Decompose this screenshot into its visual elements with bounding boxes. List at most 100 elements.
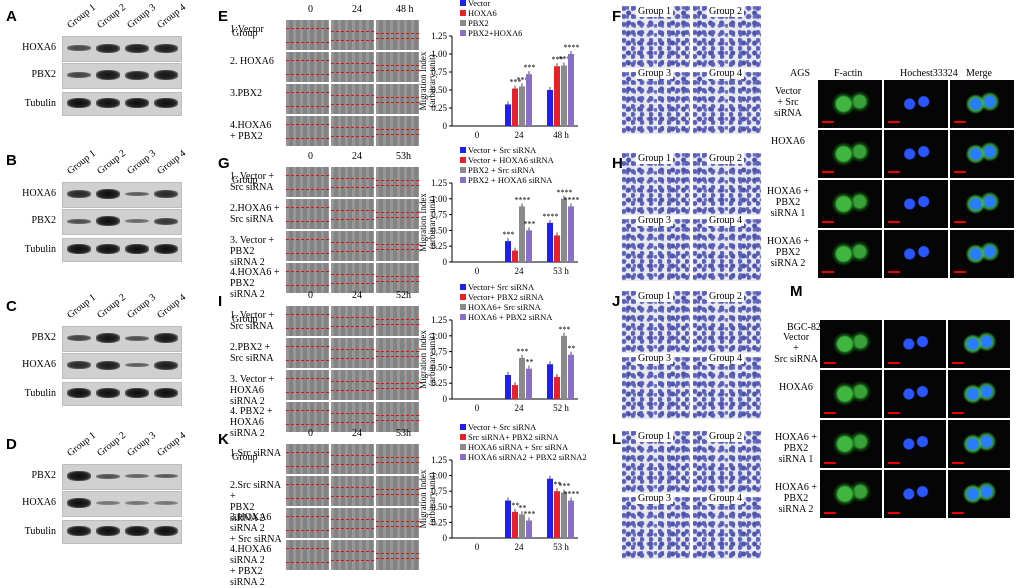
wound-row-label: 2.Src siRNA + PBX2 siRNA 2 — [230, 480, 281, 524]
wound-edge-line — [376, 96, 419, 98]
y-tick-label: 1.25 — [431, 455, 447, 465]
panel-label-e: E — [218, 8, 229, 25]
blot-band — [67, 335, 91, 341]
blot-band — [154, 70, 178, 80]
legend-label: Vector+ PBX2 siRNA — [468, 292, 544, 302]
blot-band — [67, 218, 91, 224]
panel-label-c: C — [6, 298, 17, 315]
y-axis-label: (arbitrary unit) — [427, 54, 437, 107]
legend-swatch — [460, 424, 466, 430]
significance-label: **** — [543, 212, 559, 221]
significance-label: ** — [512, 501, 520, 510]
significance-label: *** — [524, 63, 536, 72]
transwell-group-label: Group 3 — [636, 215, 674, 226]
transwell-image — [693, 153, 761, 215]
wound-image — [286, 508, 329, 538]
wound-image — [376, 263, 419, 293]
legend-swatch — [460, 454, 466, 460]
blot-c-group-label: Group 4 — [155, 291, 189, 321]
wound-time-label: 24 — [352, 290, 362, 301]
wound-edge-line — [376, 184, 419, 186]
transwell-group-label: Group 2 — [707, 6, 745, 17]
wound-row-label: 4. PBX2 + HOXA6 siRNA 2 — [230, 406, 273, 439]
panel-label-j: J — [612, 293, 621, 310]
x-tick-label: 53 h — [553, 542, 569, 552]
transwell-group-label: Group 4 — [707, 353, 745, 364]
wound-image — [286, 338, 329, 368]
transwell-group-label: Group 4 — [707, 215, 745, 226]
wound-image — [331, 540, 374, 570]
wound-image — [376, 116, 419, 146]
panel-label-d: D — [6, 436, 17, 453]
wound-time-label: 0 — [308, 4, 313, 15]
wound-header: Group — [232, 28, 258, 39]
if-column-header: Hochest33324 — [900, 68, 958, 79]
wound-header: Group — [232, 314, 258, 325]
if-m-cell-line-label: BGC-823 — [787, 322, 826, 333]
x-tick-label: 24 — [515, 130, 525, 140]
wound-edge-line — [286, 124, 329, 125]
wound-edge-line — [286, 221, 329, 222]
wound-edge-line — [331, 316, 374, 318]
wound-row-label: 4.HOXA6 + PBX2 — [230, 120, 272, 142]
wound-image — [331, 263, 374, 293]
blot-row-label: Tubulin — [24, 98, 56, 109]
wound-image — [331, 306, 374, 336]
y-tick-label: 0.50 — [431, 225, 447, 235]
y-tick-label: 1.25 — [431, 31, 447, 41]
wound-edge-line — [331, 273, 374, 275]
blot-band — [154, 388, 178, 398]
wound-edge-line — [331, 186, 374, 188]
if-m-image — [820, 420, 882, 468]
wound-edge-line — [376, 387, 419, 389]
wound-edge-line — [376, 275, 419, 277]
bar — [561, 65, 567, 126]
wound-edge-line — [331, 380, 374, 382]
blot-band — [67, 471, 91, 481]
if-image — [884, 180, 948, 228]
transwell-image — [622, 497, 690, 559]
y-tick-label: 0 — [443, 394, 448, 404]
y-axis-label: Migration Index — [418, 469, 428, 528]
wound-image — [376, 338, 419, 368]
bar — [547, 222, 553, 262]
x-tick-label: 24 — [515, 266, 525, 276]
scale-bar — [822, 121, 834, 123]
wound-edge-line — [286, 378, 329, 379]
transwell-image — [693, 497, 761, 559]
wound-image — [376, 84, 419, 114]
blot-band — [96, 43, 120, 53]
blot-band — [96, 473, 120, 479]
significance-label: *** — [552, 55, 564, 64]
transwell-group-label: Group 4 — [707, 493, 745, 504]
bar — [505, 500, 511, 538]
wound-edge-line — [376, 248, 419, 250]
wound-edge-line — [286, 516, 329, 517]
scale-bar — [952, 362, 964, 364]
bar — [505, 104, 511, 126]
wound-edge-line — [331, 495, 374, 497]
y-tick-label: 1.00 — [431, 471, 447, 481]
scale-bar — [888, 221, 900, 223]
wound-edge-line — [331, 209, 374, 211]
wound-image — [376, 231, 419, 261]
bar — [568, 54, 574, 126]
wound-edge-line — [376, 488, 419, 490]
wound-time-label: 53h — [396, 428, 411, 439]
if-m-image — [884, 370, 946, 418]
if-image — [818, 80, 882, 128]
legend-swatch — [460, 177, 466, 183]
legend-label: PBX2 + HOXA6 siRNA — [468, 175, 553, 185]
wound-edge-line — [286, 452, 329, 453]
scale-bar — [824, 412, 836, 414]
significance-label: *** — [559, 325, 571, 334]
if-m-image — [820, 370, 882, 418]
blot-band — [67, 361, 91, 369]
wound-edge-line — [376, 382, 419, 384]
wound-edge-line — [331, 454, 374, 456]
if-image — [950, 80, 1014, 128]
wound-image — [376, 402, 419, 432]
wound-image — [286, 444, 329, 474]
bar — [568, 500, 574, 538]
